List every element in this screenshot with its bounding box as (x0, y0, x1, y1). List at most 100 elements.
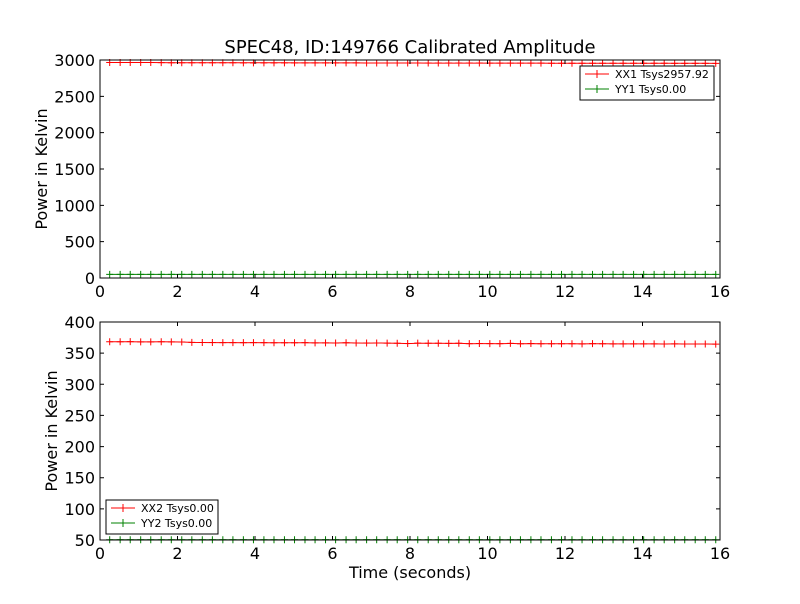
data-point-marker (352, 59, 360, 67)
legend-label: XX2 Tsys0.00 (141, 502, 214, 515)
y-tick-label: 3000 (54, 51, 95, 70)
data-point-marker (239, 270, 247, 278)
data-point-marker (291, 59, 299, 67)
data-point-marker (691, 340, 699, 348)
data-point-marker (188, 338, 196, 346)
data-point-marker (178, 270, 186, 278)
y-tick-label: 400 (64, 313, 95, 332)
x-tick-label: 10 (477, 544, 497, 563)
data-point-marker (537, 340, 545, 348)
data-point-marker (599, 270, 607, 278)
data-point-marker (547, 270, 555, 278)
data-point-marker (280, 270, 288, 278)
data-point-marker (363, 270, 371, 278)
data-point-marker (691, 270, 699, 278)
data-point-marker (547, 59, 555, 67)
x-tick-label: 6 (327, 282, 337, 301)
x-tick-label: 0 (95, 282, 105, 301)
data-point-marker (558, 270, 566, 278)
data-point-marker (506, 339, 514, 347)
data-point-marker (558, 340, 566, 348)
data-point-marker (249, 270, 257, 278)
x-tick-label: 8 (405, 544, 415, 563)
data-point-marker (434, 59, 442, 67)
y-tick-label: 150 (64, 469, 95, 488)
data-point-marker (322, 59, 330, 67)
data-point-marker (208, 270, 216, 278)
data-point-marker (311, 339, 319, 347)
data-point-marker (496, 59, 504, 67)
data-point-marker (681, 340, 689, 348)
subplot-1 (99, 58, 721, 279)
legend-marker (585, 85, 609, 93)
data-point-marker (270, 59, 278, 67)
data-point-marker (239, 59, 247, 67)
data-point-marker (537, 59, 545, 67)
y-tick-label: 50 (75, 531, 95, 550)
data-point-marker (116, 270, 124, 278)
data-point-marker (157, 338, 165, 346)
data-point-marker (219, 270, 227, 278)
data-point-marker (516, 270, 524, 278)
data-point-marker (229, 339, 237, 347)
data-point-marker (239, 339, 247, 347)
data-point-marker (578, 340, 586, 348)
data-point-marker (342, 339, 350, 347)
legend-marker (585, 70, 609, 78)
data-point-marker (506, 59, 514, 67)
data-point-marker (630, 270, 638, 278)
x-tick-label: 0 (95, 544, 105, 563)
data-point-marker (363, 339, 371, 347)
data-point-marker (332, 59, 340, 67)
data-point-marker (126, 270, 134, 278)
y-tick-label: 350 (64, 344, 95, 363)
data-point-marker (352, 270, 360, 278)
data-point-marker (383, 339, 391, 347)
data-point-marker (147, 270, 155, 278)
legend-label: YY1 Tsys0.00 (614, 83, 686, 96)
data-point-marker (712, 270, 720, 278)
data-point-marker (414, 339, 422, 347)
legend-box (579, 65, 715, 101)
data-point-marker (496, 270, 504, 278)
data-point-marker (229, 270, 237, 278)
data-point-marker (568, 270, 576, 278)
x-tick-label: 10 (477, 282, 497, 301)
data-point-marker (332, 270, 340, 278)
legend-label: YY2 Tsys0.00 (140, 517, 212, 530)
data-point-marker (701, 270, 709, 278)
data-point-marker (445, 339, 453, 347)
data-point-marker (455, 270, 463, 278)
data-point-marker (137, 338, 145, 346)
data-point-marker (496, 340, 504, 348)
data-point-marker (116, 338, 124, 346)
data-point-marker (701, 340, 709, 348)
data-point-marker (342, 270, 350, 278)
data-point-marker (486, 340, 494, 348)
x-tick-label: 2 (172, 282, 182, 301)
data-point-marker (188, 270, 196, 278)
x-tick-label: 16 (710, 544, 730, 563)
data-point-marker (270, 339, 278, 347)
data-point-marker (599, 340, 607, 348)
data-point-marker (393, 270, 401, 278)
data-point-marker (527, 270, 535, 278)
data-point-marker (619, 270, 627, 278)
data-point-marker (249, 59, 257, 67)
legend-marker (111, 519, 135, 527)
data-point-marker (137, 270, 145, 278)
x-tick-label: 4 (250, 282, 260, 301)
data-point-marker (516, 59, 524, 67)
data-point-marker (424, 339, 432, 347)
data-point-marker (516, 340, 524, 348)
data-point-marker (249, 339, 257, 347)
data-point-marker (568, 340, 576, 348)
chart-title: SPEC48, ID:149766 Calibrated Amplitude (224, 37, 595, 58)
x-tick-label: 2 (172, 544, 182, 563)
data-point-marker (506, 270, 514, 278)
data-point-marker (434, 339, 442, 347)
y-axis-label: Power in Kelvin (42, 370, 61, 491)
data-point-marker (126, 338, 134, 346)
